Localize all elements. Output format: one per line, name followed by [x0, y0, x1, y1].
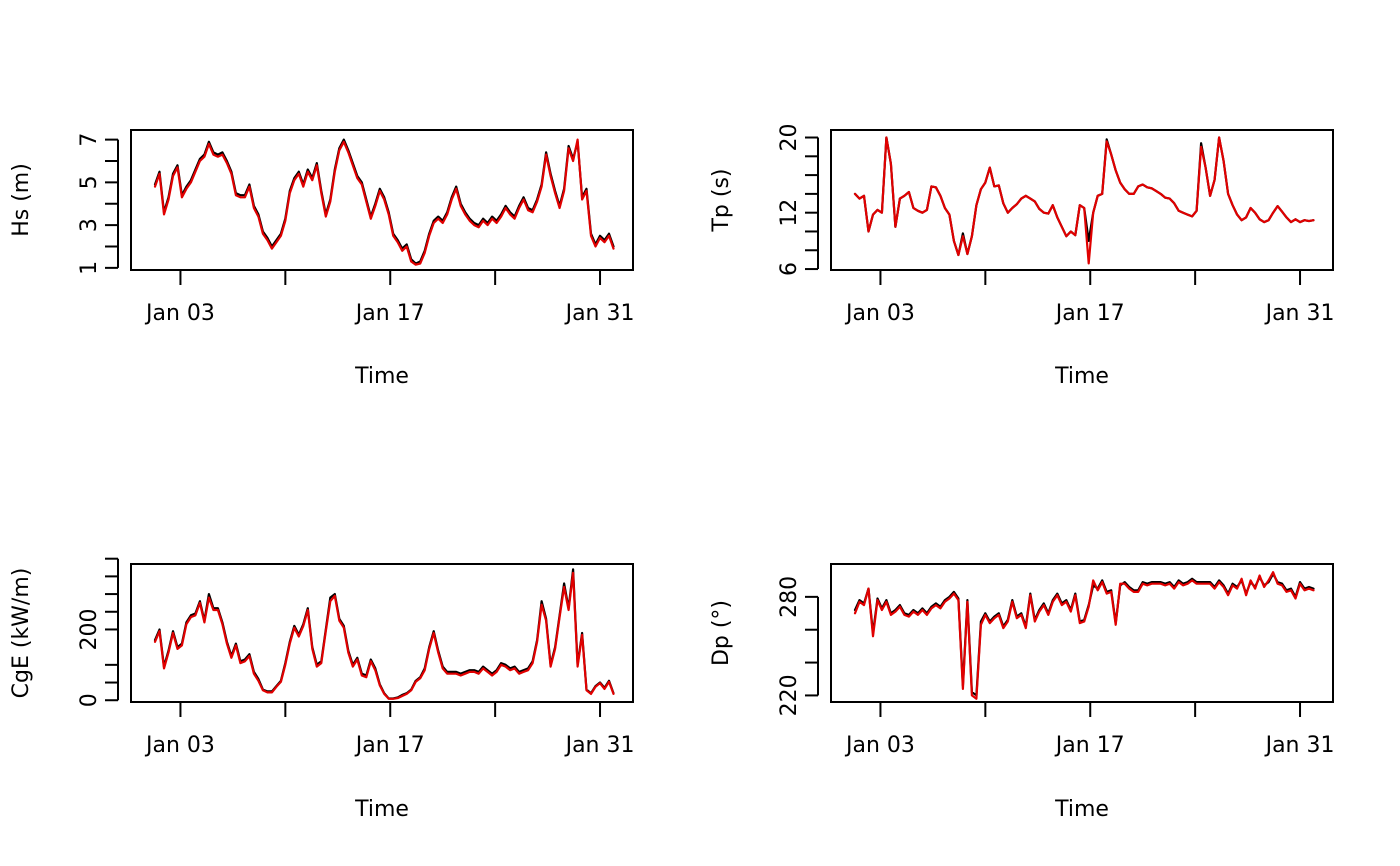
x-tick-label: Jan 03 — [144, 301, 215, 326]
panel-hs: Jan 03 Jan 17 Jan 31 1 3 5 7 Time Hs (m) — [9, 129, 635, 389]
y-axis-title-hs: Hs (m) — [9, 163, 34, 237]
model-series-line-hs — [153, 138, 615, 266]
y-axis-title-dp: Dp (°) — [709, 600, 734, 666]
panel-tp: Jan 03 Jan 17 Jan 31 6 12 20 Time Tp (s) — [709, 124, 1334, 389]
panel-cge: Jan 03 Jan 17 Jan 31 0 200 Time CgE (kW/m) — [9, 557, 635, 822]
y-tick-label: 7 — [77, 133, 102, 147]
x-tick-label: Jan 31 — [564, 733, 635, 758]
x-tick-label: Jan 03 — [844, 301, 915, 326]
y-tick-label: 6 — [777, 262, 802, 276]
y-tick-label: 0 — [77, 693, 102, 707]
y-tick-label: 200 — [77, 608, 102, 650]
x-axis-title-dp: Time — [1054, 797, 1109, 822]
series-group-hs — [153, 138, 615, 266]
y-tick-label: 1 — [77, 261, 102, 275]
x-axis-title-tp: Time — [1054, 364, 1109, 389]
x-tick-label: Jan 03 — [144, 733, 215, 758]
series-group-cge — [153, 568, 615, 700]
plot-frame-tp — [830, 129, 1334, 271]
x-tick-label: Jan 17 — [1054, 733, 1125, 758]
y-axis-title-tp: Tp (s) — [709, 168, 734, 232]
x-tick-label: Jan 17 — [354, 301, 425, 326]
x-axis-title-cge: Time — [354, 797, 409, 822]
y-tick-label: 5 — [77, 175, 102, 189]
observed-series-line-tp — [853, 136, 1315, 257]
x-tick-label: Jan 31 — [1264, 301, 1335, 326]
y-tick-label: 3 — [77, 218, 102, 232]
x-tick-label: Jan 17 — [1054, 301, 1125, 326]
x-axis-title-hs: Time — [354, 364, 409, 389]
y-tick-label: 20 — [777, 124, 802, 152]
y-tick-label: 12 — [777, 199, 802, 227]
y-tick-label: 220 — [777, 674, 802, 716]
y-axis-title-cge: CgE (kW/m) — [9, 568, 34, 699]
model-series-line-tp — [853, 136, 1315, 265]
x-tick-label: Jan 17 — [354, 733, 425, 758]
x-tick-label: Jan 31 — [564, 301, 635, 326]
plot-frame-dp — [830, 563, 1334, 703]
series-group-tp — [853, 136, 1315, 265]
model-series-line-dp — [853, 571, 1315, 700]
x-tick-label: Jan 31 — [1264, 733, 1335, 758]
x-tick-label: Jan 03 — [844, 733, 915, 758]
series-group-dp — [853, 571, 1315, 700]
panel-dp: Jan 03 Jan 17 Jan 31 220 280 Time Dp (°) — [709, 563, 1335, 822]
y-tick-label: 280 — [777, 576, 802, 618]
model-series-line-cge — [153, 571, 615, 700]
